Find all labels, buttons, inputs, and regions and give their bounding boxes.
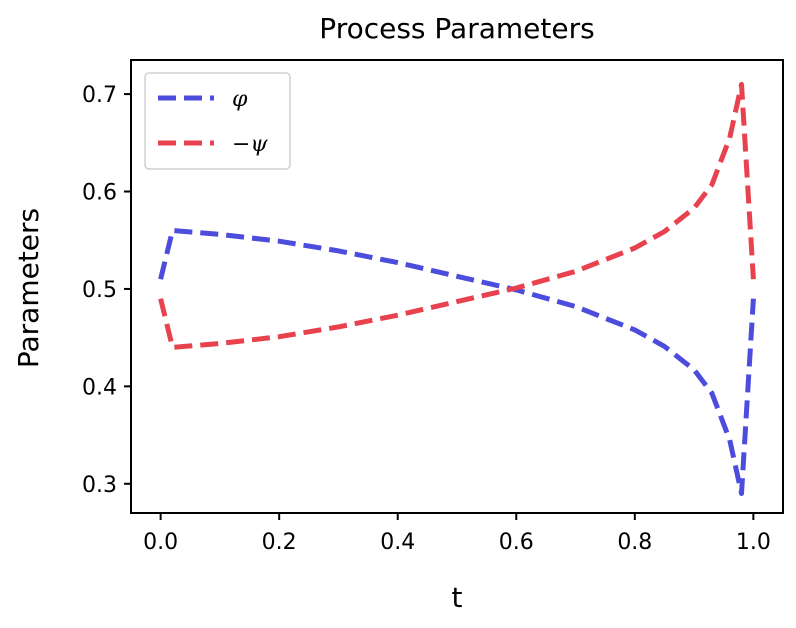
y-axis-title: Parameters — [12, 208, 45, 368]
plot-area — [158, 81, 756, 496]
series-line-phi — [158, 228, 756, 496]
y-tick-label: 0.5 — [82, 278, 117, 303]
x-tick-label: 0.4 — [380, 530, 415, 555]
x-axis-title: t — [452, 581, 463, 614]
legend-label-phi: φ — [232, 87, 248, 112]
x-tick-label: 0.8 — [617, 530, 652, 555]
series-line-psi — [158, 81, 756, 350]
chart-title: Process Parameters — [319, 12, 594, 45]
x-tick-label: 0.0 — [143, 530, 178, 555]
y-tick-label: 0.6 — [82, 181, 117, 206]
y-tick-label: 0.4 — [82, 375, 117, 400]
legend: φ −ψ — [144, 72, 291, 170]
x-tick-label: 1.0 — [736, 530, 771, 555]
y-tick-label: 0.7 — [82, 83, 117, 108]
plot-frame — [130, 59, 784, 514]
x-tick-label: 0.2 — [262, 530, 297, 555]
legend-box — [144, 72, 291, 170]
x-tick-label: 0.6 — [499, 530, 534, 555]
y-tick-label: 0.3 — [82, 473, 117, 498]
legend-label-psi: −ψ — [232, 132, 268, 157]
x-axis: 0.0 0.2 0.4 0.6 0.8 1.0 — [143, 513, 771, 555]
y-axis: 0.3 0.4 0.5 0.6 0.7 — [82, 83, 131, 498]
